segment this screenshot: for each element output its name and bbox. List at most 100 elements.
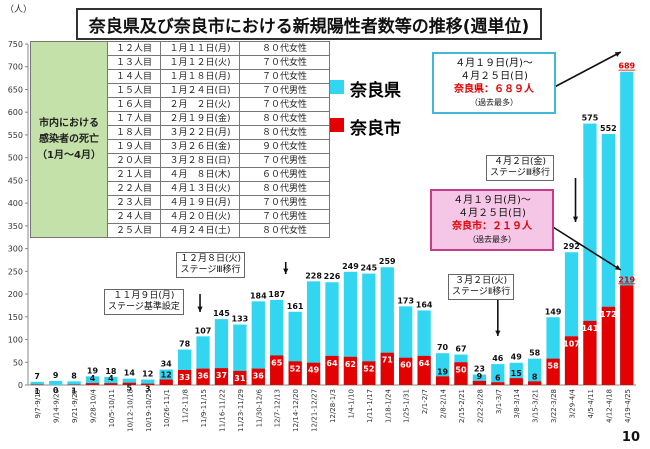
deaths-table-ordinal: ２０人目 — [107, 153, 161, 168]
data-label-city: 52 — [363, 364, 374, 373]
arrow-pref-record-head — [614, 52, 621, 57]
bar-city — [620, 285, 634, 385]
data-label-city: 65 — [271, 358, 283, 367]
deaths-table-header: 市内における感染者の死亡（1月～4月） — [30, 41, 108, 238]
bar-city — [306, 362, 321, 385]
bar-city — [122, 382, 136, 385]
bar-pref — [85, 376, 100, 385]
legend-label-city: 奈良市 — [350, 119, 401, 139]
x-tick-label: 10/26-11/1 — [163, 389, 171, 427]
y-tick-label: 600 — [8, 108, 23, 117]
bar-pref — [528, 358, 542, 385]
deaths-table-date: ４月１９日(月) — [160, 195, 240, 210]
x-tick-label: 2/22-2/28 — [476, 389, 484, 423]
deaths-table-demographic: ８０代女性 — [239, 125, 330, 140]
deaths-table-demographic: ７０代女性 — [239, 55, 330, 70]
deaths-table-ordinal: １９人目 — [107, 139, 161, 154]
data-label-pref: 19 — [87, 366, 99, 375]
arrow-stage-apr-head — [572, 216, 579, 222]
callout-city-week-start: ４月１９日(月)～ — [453, 195, 531, 206]
y-tick-label: 400 — [8, 199, 23, 208]
bar-city — [141, 383, 155, 385]
data-label-city: 60 — [400, 361, 412, 370]
callout-stage-dec-date: １２月８日(火) — [180, 254, 242, 264]
data-label-city: 219 — [618, 275, 635, 284]
bar-city — [362, 361, 376, 385]
data-label-city: 4 — [90, 374, 96, 383]
data-label-city: 33 — [179, 373, 190, 382]
deaths-table-row: ２２人目 ４月１３日(火) ８０代男性 — [31, 181, 330, 196]
bar-pref — [583, 123, 597, 386]
deaths-table-demographic: ７０代男性 — [239, 153, 330, 168]
bar-city — [233, 370, 247, 385]
deaths-table-ordinal: ２４人目 — [107, 209, 161, 224]
bar-pref — [491, 364, 505, 385]
x-tick-label: 1/25-1/31 — [403, 389, 411, 423]
arrow-pref-record — [544, 51, 622, 93]
callout-city-note: （過去最多） — [468, 235, 516, 244]
bar-pref — [306, 281, 321, 385]
deaths-table-demographic: ９０代女性 — [239, 139, 330, 154]
data-label-city: 4 — [108, 374, 114, 383]
deaths-table-demographic: ８０代女性 — [239, 41, 330, 56]
deaths-table-date: ４月１３日(火) — [160, 181, 240, 196]
deaths-table-date: ３月２８日(日) — [160, 153, 240, 168]
bar-city — [472, 380, 487, 385]
bar-pref — [122, 378, 136, 385]
data-label-pref: 552 — [600, 124, 617, 133]
deaths-table-ordinal: １７人目 — [107, 111, 161, 126]
x-tick-label: 11/9-11/15 — [200, 389, 208, 427]
x-tick-label: 10/5-10/11 — [108, 389, 116, 427]
bar-city — [325, 355, 339, 385]
y-tick-label: 250 — [8, 267, 23, 276]
data-label-city: 12 — [161, 371, 172, 380]
callout-city-count: 奈良市：２１９人 — [452, 221, 532, 232]
bar-pref — [472, 374, 487, 385]
deaths-table-row: １４人目 １月１８日(月) ７０代女性 — [31, 69, 330, 84]
data-label-city: 71 — [382, 356, 394, 365]
data-label-city: 52 — [290, 364, 301, 373]
bar-city — [417, 355, 431, 385]
x-tick-label: 11/2-11/8 — [182, 389, 190, 423]
callout-stage-mar-date: ３月２日(火) — [455, 276, 508, 286]
callout-stage-apr: ４月２日(金) ステージⅢ移行 — [486, 155, 555, 181]
deaths-table-ordinal: ２１人目 — [107, 167, 161, 182]
deaths-table-date: ３月２６日(金) — [160, 139, 240, 154]
data-label-pref: 145 — [213, 309, 230, 318]
x-tick-label: 1/18-1/24 — [384, 388, 392, 423]
deaths-table-date: ４月２４日(土) — [160, 223, 240, 238]
data-label-pref: 184 — [250, 291, 267, 300]
bar-pref — [49, 380, 63, 385]
callout-city-record: ４月１９日(月)～ ４月２５日(日) 奈良市：２１９人 （過去最多） — [430, 189, 554, 251]
deaths-table-ordinal: １４人目 — [107, 69, 161, 84]
x-tick-label: 4/12-4/18 — [605, 389, 613, 423]
data-label-pref: 34 — [161, 360, 173, 369]
data-label-pref: 23 — [474, 365, 485, 374]
callout-stage-nov-date: １１月９日(月) — [113, 291, 175, 301]
deaths-table-demographic: ８０代女性 — [239, 111, 330, 126]
data-label-pref: 70 — [437, 343, 449, 352]
data-label-pref: 245 — [360, 264, 377, 273]
chart-title: 奈良県及び奈良市における新規陽性者数等の推移(週単位) — [76, 8, 542, 40]
deaths-table-date: １月２４日(日) — [160, 83, 240, 98]
data-label-pref: 14 — [124, 369, 136, 378]
x-tick-label: 1/4-1/10 — [347, 389, 355, 419]
arrow-city-record — [544, 221, 622, 271]
bar-city — [509, 378, 523, 385]
data-label-pref: 58 — [529, 349, 541, 358]
deaths-table-row: ２３人目 ４月１９日(月) ７０代男性 — [31, 195, 330, 210]
bar-city — [380, 352, 394, 385]
data-label-city: 9 — [477, 372, 483, 381]
data-label-city: 172 — [600, 310, 617, 319]
data-label-pref: 67 — [455, 345, 466, 354]
deaths-table-ordinal: １２人目 — [107, 41, 161, 56]
bar-city — [251, 368, 265, 385]
deaths-table-date: ４月２０日(火) — [160, 209, 240, 224]
callout-pref-note: （過去最多） — [470, 98, 518, 107]
callout-stage-apr-date: ４月２日(金) — [494, 157, 547, 167]
y-tick-label: 150 — [8, 313, 23, 322]
data-label-city: 64 — [326, 359, 338, 368]
x-tick-label: 2/1-2/7 — [421, 389, 429, 414]
bar-city — [85, 383, 100, 385]
